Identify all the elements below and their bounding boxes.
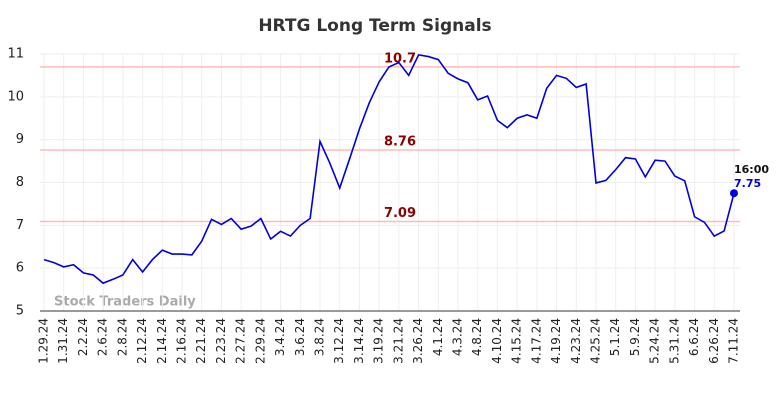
x-tick-label: 2.2.24	[76, 318, 90, 356]
x-tick-label: 5.31.24	[667, 318, 681, 364]
x-tick-label: 2.27.24	[234, 318, 248, 364]
x-tick-label: 1.31.24	[56, 318, 70, 364]
watermark: Stock Traders Daily	[54, 295, 196, 310]
x-tick-label: 3.19.24	[372, 318, 386, 364]
x-tick-label: 2.21.24	[194, 318, 208, 364]
x-tick-label: 2.14.24	[155, 318, 169, 364]
reference-label: 8.76	[384, 134, 416, 149]
x-tick-label: 6.26.24	[707, 318, 721, 364]
x-tick-label: 3.4.24	[273, 318, 287, 356]
x-tick-label: 2.29.24	[253, 318, 267, 364]
x-tick-label: 3.8.24	[313, 318, 327, 356]
x-tick-label: 4.19.24	[549, 318, 563, 364]
x-tick-label: 5.9.24	[628, 318, 642, 356]
x-tick-label: 4.8.24	[470, 318, 484, 356]
x-tick-label: 2.6.24	[96, 318, 110, 356]
reference-label: 10.7	[384, 51, 416, 66]
y-tick-label: 7	[16, 218, 24, 233]
x-tick-label: 6.6.24	[687, 318, 701, 356]
y-tick-label: 11	[7, 47, 24, 62]
y-tick-label: 8	[16, 175, 24, 190]
x-tick-label: 3.12.24	[332, 318, 346, 364]
x-tick-label: 5.24.24	[648, 318, 662, 364]
y-tick-label: 9	[16, 132, 24, 147]
x-tick-label: 7.11.24	[727, 318, 741, 364]
x-tick-label: 3.14.24	[352, 318, 366, 364]
x-tick-label: 3.21.24	[391, 318, 405, 364]
x-tick-label: 4.1.24	[431, 318, 445, 356]
x-tick-label: 4.15.24	[510, 318, 524, 364]
price-line	[43, 53, 735, 285]
x-tick-label: 5.1.24	[608, 318, 622, 356]
x-tick-label: 4.3.24	[451, 318, 465, 356]
x-tick-label: 4.25.24	[589, 318, 603, 364]
x-tick-label: 4.17.24	[529, 318, 543, 364]
reference-label: 7.09	[384, 206, 416, 221]
x-tick-label: 3.6.24	[293, 318, 307, 356]
last-value-label: 7.75	[734, 177, 761, 190]
x-tick-label: 2.12.24	[135, 318, 149, 364]
chart-title: HRTG Long Term Signals	[258, 16, 491, 36]
x-tick-label: 1.29.24	[37, 318, 51, 364]
x-tick-label: 2.23.24	[214, 318, 228, 364]
x-tick-label: 2.16.24	[175, 318, 189, 364]
last-point	[730, 189, 738, 198]
y-tick-label: 5	[16, 304, 24, 319]
last-time-label: 16:00	[734, 163, 769, 176]
x-tick-label: 4.23.24	[569, 318, 583, 364]
x-tick-label: 4.10.24	[490, 318, 504, 364]
x-tick-label: 2.8.24	[115, 318, 129, 356]
y-tick-label: 6	[16, 261, 24, 276]
y-tick-label: 10	[7, 89, 24, 104]
x-tick-label: 3.26.24	[411, 318, 425, 364]
